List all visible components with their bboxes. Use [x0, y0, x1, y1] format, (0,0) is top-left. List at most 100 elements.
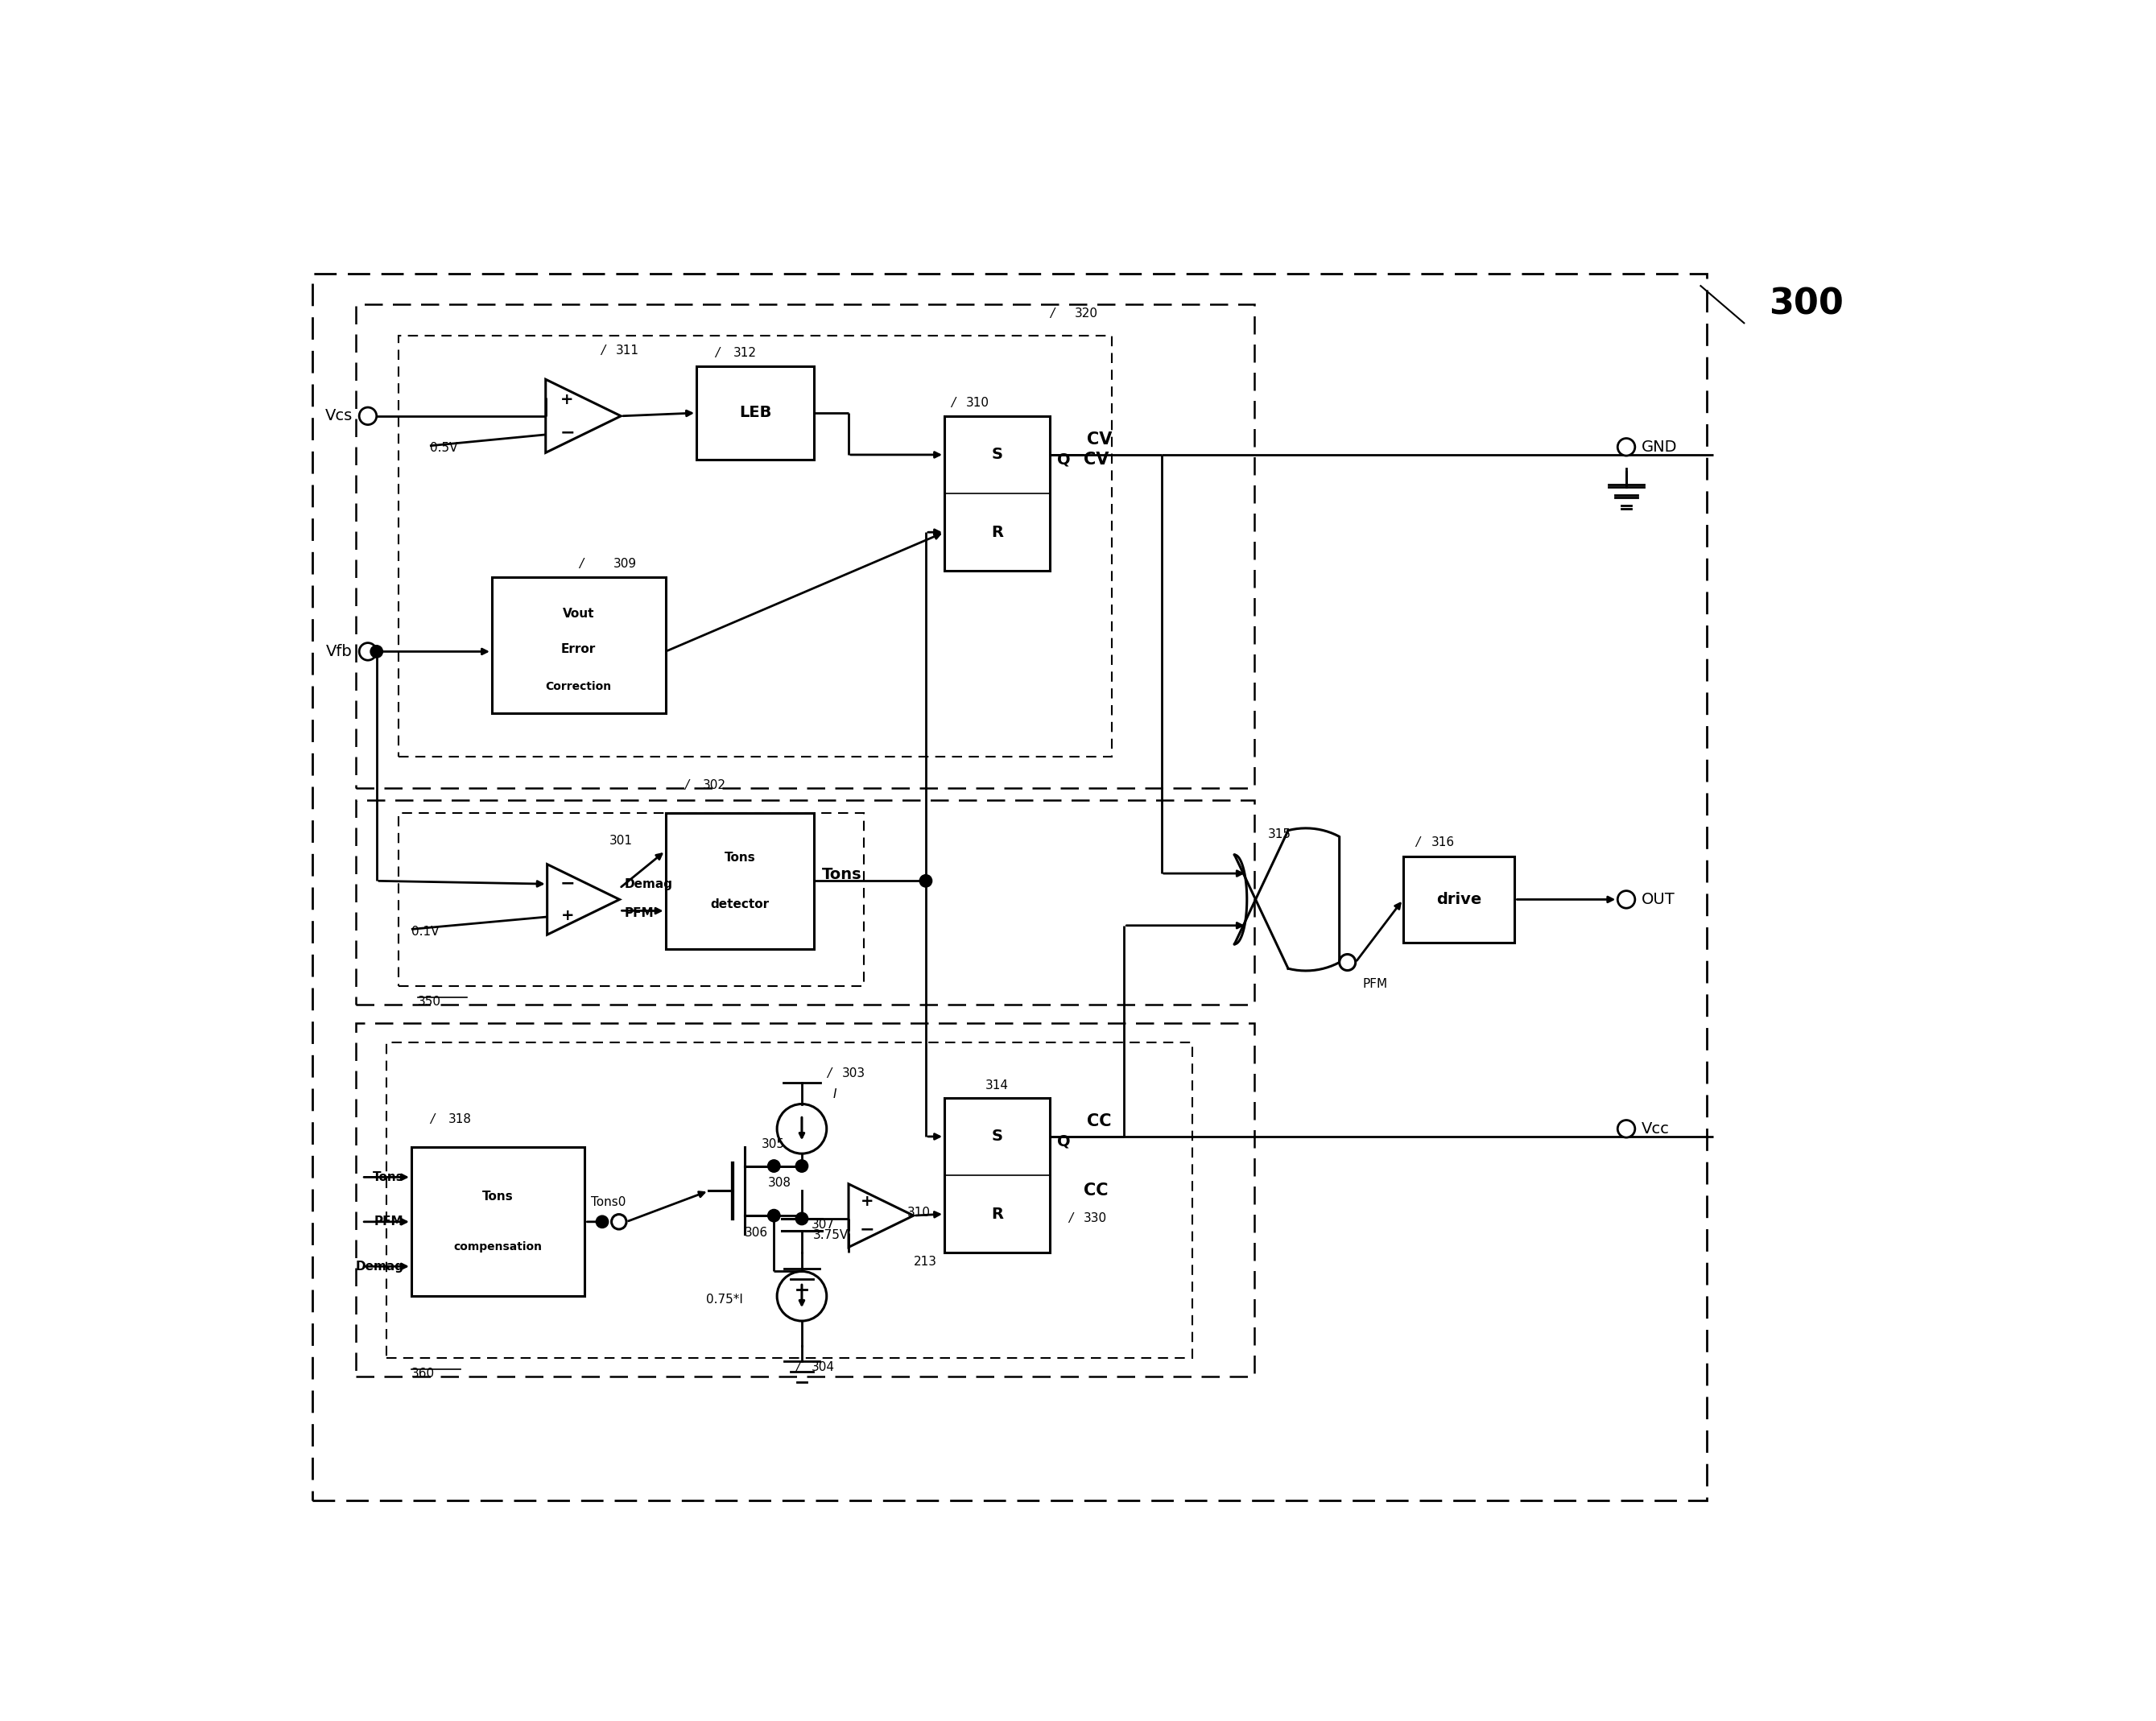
Text: +: + — [860, 1194, 873, 1208]
Text: CV: CV — [1084, 451, 1108, 468]
Text: CC: CC — [1087, 1113, 1112, 1129]
Text: GND: GND — [1641, 439, 1677, 454]
Text: 305: 305 — [761, 1138, 785, 1151]
Text: 316: 316 — [1432, 836, 1455, 848]
Text: Q: Q — [1056, 1134, 1072, 1150]
FancyBboxPatch shape — [666, 812, 815, 948]
Text: 314: 314 — [985, 1079, 1009, 1091]
Text: R: R — [992, 525, 1003, 540]
Text: 308: 308 — [768, 1177, 791, 1189]
Text: 310: 310 — [966, 396, 990, 408]
Text: Error: Error — [561, 644, 595, 656]
Text: 360: 360 — [412, 1368, 436, 1380]
Text: 307: 307 — [811, 1218, 834, 1231]
FancyBboxPatch shape — [696, 367, 815, 460]
Circle shape — [776, 1272, 826, 1322]
Text: 310: 310 — [908, 1206, 931, 1218]
Circle shape — [360, 408, 377, 425]
Circle shape — [796, 1160, 808, 1172]
Text: 306: 306 — [744, 1227, 768, 1239]
Text: Q: Q — [1056, 451, 1072, 466]
Text: 0.5V: 0.5V — [429, 442, 457, 454]
FancyBboxPatch shape — [944, 1098, 1050, 1253]
Circle shape — [921, 874, 931, 886]
Text: 330: 330 — [1084, 1213, 1108, 1225]
Text: compensation: compensation — [453, 1241, 543, 1253]
FancyBboxPatch shape — [492, 577, 666, 714]
Text: 303: 303 — [843, 1067, 865, 1079]
Text: PFM: PFM — [1363, 978, 1388, 990]
Text: LEB: LEB — [740, 404, 772, 420]
Text: 312: 312 — [733, 348, 757, 360]
Text: Tons: Tons — [821, 867, 862, 883]
Text: Vcs: Vcs — [326, 408, 351, 423]
Text: /: / — [1050, 308, 1054, 320]
Text: +: + — [561, 907, 573, 922]
Text: /: / — [1069, 1213, 1072, 1225]
Text: /: / — [599, 344, 604, 356]
Circle shape — [371, 645, 384, 657]
Circle shape — [768, 1160, 780, 1172]
Text: Vcc: Vcc — [1641, 1120, 1671, 1136]
Circle shape — [1617, 439, 1634, 456]
Text: Tons: Tons — [724, 852, 755, 864]
Text: Demag: Demag — [625, 878, 673, 890]
Circle shape — [1339, 953, 1356, 971]
Text: 320: 320 — [1074, 308, 1097, 320]
Text: 309: 309 — [612, 558, 636, 570]
Text: 350: 350 — [418, 995, 440, 1007]
Text: /: / — [951, 396, 955, 408]
Circle shape — [768, 1210, 780, 1222]
Text: 301: 301 — [610, 835, 634, 847]
Text: 302: 302 — [703, 780, 727, 792]
Circle shape — [360, 644, 377, 661]
Text: S: S — [992, 447, 1003, 463]
FancyBboxPatch shape — [944, 416, 1050, 571]
Text: 315: 315 — [1268, 828, 1291, 840]
Text: R: R — [992, 1206, 1003, 1222]
Circle shape — [1617, 1120, 1634, 1138]
FancyBboxPatch shape — [1404, 855, 1516, 943]
Circle shape — [776, 1103, 826, 1153]
Text: S: S — [992, 1129, 1003, 1144]
Text: Correction: Correction — [545, 680, 612, 692]
Text: Tons: Tons — [373, 1170, 403, 1184]
Text: detector: detector — [709, 898, 770, 910]
Text: /: / — [826, 1067, 830, 1079]
Text: CC: CC — [1084, 1182, 1108, 1200]
Text: Vfb: Vfb — [326, 644, 351, 659]
Circle shape — [1617, 891, 1634, 909]
Circle shape — [796, 1213, 808, 1225]
Text: /: / — [683, 780, 688, 792]
Text: PFM: PFM — [375, 1215, 403, 1227]
Text: 311: 311 — [617, 344, 638, 356]
Text: /: / — [578, 558, 582, 570]
Text: 0.75*I: 0.75*I — [705, 1292, 742, 1305]
Text: Vout: Vout — [563, 608, 595, 620]
Circle shape — [595, 1215, 608, 1229]
Text: −: − — [561, 876, 576, 891]
Text: drive: drive — [1436, 891, 1481, 907]
Text: OUT: OUT — [1641, 891, 1675, 907]
Text: CV: CV — [1087, 432, 1112, 447]
Text: /: / — [716, 348, 720, 360]
Circle shape — [612, 1215, 627, 1229]
Text: 213: 213 — [914, 1256, 936, 1268]
Text: 318: 318 — [448, 1113, 472, 1126]
Text: Demag: Demag — [356, 1260, 403, 1272]
Text: −: − — [561, 425, 576, 441]
Text: 300: 300 — [1768, 287, 1843, 322]
Text: −: − — [860, 1222, 875, 1237]
Text: 3.75V: 3.75V — [813, 1229, 847, 1241]
Text: I: I — [832, 1089, 837, 1101]
Text: 0.1V: 0.1V — [412, 926, 440, 938]
Text: +: + — [561, 392, 573, 408]
Text: /: / — [429, 1113, 433, 1126]
Text: /: / — [1416, 836, 1419, 848]
FancyBboxPatch shape — [412, 1148, 584, 1296]
Text: PFM: PFM — [625, 907, 653, 919]
Text: /: / — [796, 1361, 800, 1373]
Text: Tons0: Tons0 — [591, 1196, 625, 1208]
Text: Tons: Tons — [483, 1191, 513, 1203]
Text: 304: 304 — [811, 1361, 834, 1373]
